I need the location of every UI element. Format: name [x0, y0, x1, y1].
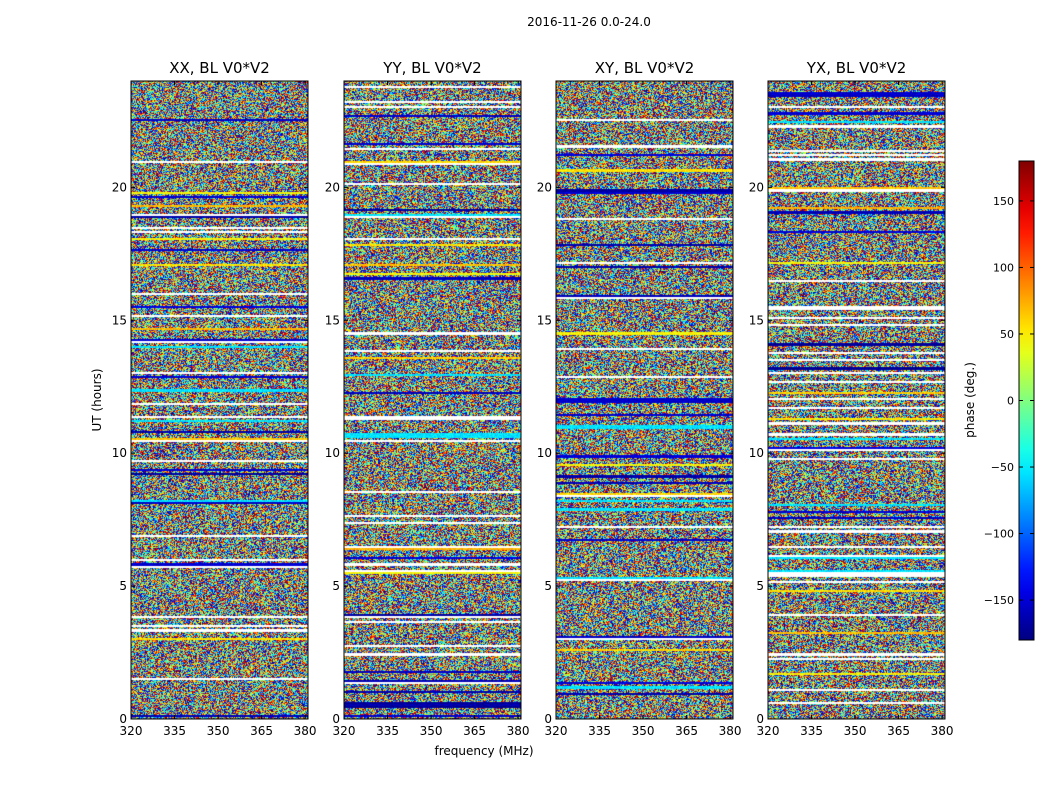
panel-title: XY, BL V0*V2 [595, 59, 695, 77]
panel-frame [767, 80, 946, 720]
colorbar-tick-label: 0 [1007, 395, 1014, 408]
y-tick-label: 0 [332, 712, 340, 726]
x-tick-label: 320 [120, 724, 143, 738]
phase-heatmap-xy [556, 81, 733, 719]
y-tick-label: 15 [749, 313, 764, 327]
y-tick-label: 0 [756, 712, 764, 726]
colorbar-tick-label: 50 [1000, 328, 1014, 341]
colorbar-tick-label: −50 [991, 461, 1014, 474]
panel-yy: YY, BL V0*V2 320 335 350 365 380 0 5 10 15 20 [325, 59, 530, 738]
panel-frame [130, 80, 309, 720]
y-tick-label: 20 [537, 180, 552, 194]
colorbar: −150 −100 −50 0 50 100 150 [984, 160, 1035, 641]
panel-frame [343, 80, 522, 720]
panel-title: XX, BL V0*V2 [169, 59, 270, 77]
x-tick-label: 350 [420, 724, 443, 738]
phase-heatmap-yy [344, 81, 521, 719]
x-tick-label: 335 [163, 724, 186, 738]
panel-xy: XY, BL V0*V2 320 335 350 365 380 0 5 10 15 20 [537, 59, 742, 738]
x-tick-label: 365 [675, 724, 698, 738]
phase-heatmap-yx [768, 81, 945, 719]
y-tick-label: 5 [544, 579, 552, 593]
x-tick-label: 380 [507, 724, 530, 738]
x-tick-label: 365 [463, 724, 486, 738]
x-tick-label: 350 [632, 724, 655, 738]
y-tick-label: 10 [749, 446, 764, 460]
panel-yx: YX, BL V0*V2 320 335 350 365 380 0 5 10 15 20 [749, 59, 954, 738]
panel-xx: XX, BL V0*V2 320 335 350 365 380 0 5 10 15 20 [112, 59, 317, 738]
y-tick-label: 10 [325, 446, 340, 460]
y-tick-label: 0 [544, 712, 552, 726]
y-tick-label: 10 [537, 446, 552, 460]
x-tick-label: 350 [207, 724, 230, 738]
colorbar-label: phase (deg.) [963, 362, 977, 438]
y-tick-label: 20 [112, 180, 127, 194]
y-tick-label: 5 [119, 579, 127, 593]
phase-heatmap-xx [131, 81, 308, 719]
y-tick-label: 15 [325, 313, 340, 327]
colorbar-tick-label: 100 [993, 261, 1014, 274]
y-tick-label: 15 [112, 313, 127, 327]
figure-title: 2016-11-26 0.0-24.0 [527, 15, 651, 29]
colorbar-tick-label: −150 [984, 594, 1014, 607]
x-tick-label: 320 [333, 724, 356, 738]
y-tick-label: 10 [112, 446, 127, 460]
x-tick-label: 380 [294, 724, 317, 738]
y-tick-label: 20 [749, 180, 764, 194]
x-tick-label: 335 [376, 724, 399, 738]
x-tick-label: 335 [588, 724, 611, 738]
x-tick-label: 335 [800, 724, 823, 738]
panel-title: YX, BL V0*V2 [806, 59, 907, 77]
colorbar-tick-label: 150 [993, 195, 1014, 208]
x-tick-label: 365 [250, 724, 273, 738]
x-tick-label: 380 [719, 724, 742, 738]
x-tick-label: 365 [887, 724, 910, 738]
panel-title: YY, BL V0*V2 [382, 59, 481, 77]
x-axis-label: frequency (MHz) [434, 744, 533, 758]
y-tick-label: 15 [537, 313, 552, 327]
colorbar-tick-label: −100 [984, 528, 1014, 541]
y-tick-label: 0 [119, 712, 127, 726]
y-tick-label: 20 [325, 180, 340, 194]
x-tick-label: 350 [844, 724, 867, 738]
y-tick-label: 5 [332, 579, 340, 593]
x-tick-label: 320 [757, 724, 780, 738]
y-axis-label: UT (hours) [90, 368, 104, 431]
x-tick-label: 380 [931, 724, 954, 738]
panel-frame [555, 80, 734, 720]
y-tick-label: 5 [756, 579, 764, 593]
x-tick-label: 320 [545, 724, 568, 738]
